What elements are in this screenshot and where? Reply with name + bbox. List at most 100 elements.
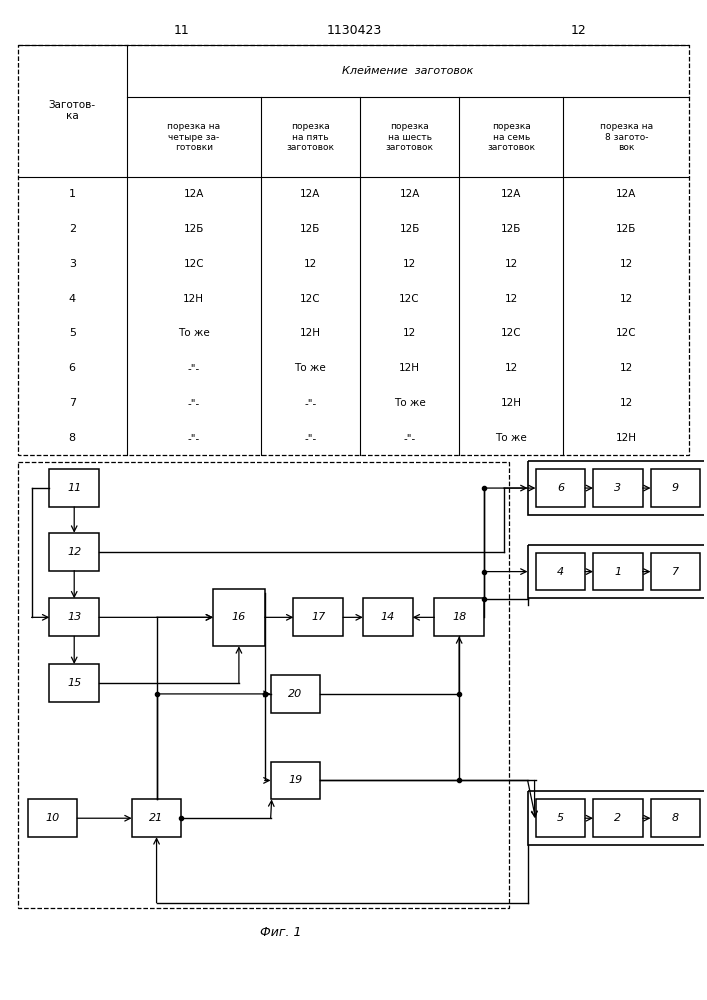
Text: То же: То же	[295, 363, 326, 373]
Text: 4: 4	[557, 567, 564, 577]
Text: 13: 13	[67, 612, 81, 622]
Bar	[650, 799, 700, 837]
Text: 2: 2	[69, 224, 76, 234]
Text: Клеймение  заготовок: Клеймение заготовок	[342, 66, 474, 76]
Text: 1: 1	[69, 189, 76, 199]
Text: -"-: -"-	[304, 433, 317, 443]
Text: Заготов-
ка: Заготов- ка	[49, 100, 95, 121]
Text: 12Н: 12Н	[616, 433, 637, 443]
Text: 5: 5	[69, 328, 76, 338]
Bar	[527, 545, 707, 598]
Text: 12: 12	[505, 363, 518, 373]
Text: -"-: -"-	[404, 433, 416, 443]
Text: 18: 18	[452, 612, 467, 622]
Text: 12Б: 12Б	[617, 224, 636, 234]
Text: 10: 10	[45, 813, 59, 823]
Bar	[18, 45, 689, 455]
Bar	[527, 461, 707, 515]
Bar	[434, 598, 484, 636]
Bar	[49, 664, 99, 702]
Text: 2: 2	[614, 813, 621, 823]
Text: То же: То же	[394, 398, 426, 408]
Text: 12С: 12С	[501, 328, 522, 338]
Text: 12Б: 12Б	[184, 224, 204, 234]
Text: 8: 8	[69, 433, 76, 443]
Bar	[650, 553, 700, 590]
Text: 6: 6	[557, 483, 564, 493]
Text: порезка
на шесть
заготовок: порезка на шесть заготовок	[385, 122, 433, 152]
Text: 16: 16	[232, 612, 246, 622]
Bar	[271, 675, 320, 713]
Text: 4: 4	[69, 294, 76, 304]
Bar	[650, 469, 700, 507]
Text: 3: 3	[69, 259, 76, 269]
Text: -"-: -"-	[304, 398, 317, 408]
Text: 12С: 12С	[616, 328, 636, 338]
Bar	[49, 533, 99, 571]
Text: 12А: 12А	[184, 189, 204, 199]
Bar	[271, 762, 320, 799]
Bar	[293, 598, 343, 636]
Text: 6: 6	[69, 363, 76, 373]
Bar	[18, 462, 509, 908]
Text: порезка
на пять
заготовок: порезка на пять заготовок	[286, 122, 334, 152]
Text: 12С: 12С	[300, 294, 321, 304]
Text: 12: 12	[304, 259, 317, 269]
Text: 12: 12	[620, 294, 633, 304]
Text: 12Б: 12Б	[399, 224, 420, 234]
Text: -"-: -"-	[187, 398, 200, 408]
Text: 12С: 12С	[399, 294, 420, 304]
Bar	[593, 553, 643, 590]
Text: 12: 12	[505, 259, 518, 269]
Text: 12: 12	[67, 547, 81, 557]
Text: 15: 15	[67, 678, 81, 688]
Text: То же: То же	[496, 433, 527, 443]
Text: 1130423: 1130423	[327, 24, 382, 37]
Text: 12: 12	[403, 259, 416, 269]
Text: 12: 12	[620, 363, 633, 373]
Text: 12Н: 12Н	[399, 363, 420, 373]
Text: 1: 1	[614, 567, 621, 577]
Bar	[49, 598, 99, 636]
Text: То же: То же	[178, 328, 210, 338]
Text: 12А: 12А	[501, 189, 522, 199]
Bar	[49, 469, 99, 507]
Text: 7: 7	[672, 567, 679, 577]
Text: 20: 20	[288, 689, 303, 699]
Text: -"-: -"-	[187, 433, 200, 443]
Text: порезка на
8 загото-
вок: порезка на 8 загото- вок	[600, 122, 653, 152]
Bar	[536, 553, 585, 590]
Text: 12А: 12А	[399, 189, 420, 199]
Text: -"-: -"-	[187, 363, 200, 373]
Text: 3: 3	[614, 483, 621, 493]
Text: 11: 11	[173, 24, 189, 37]
Text: 12А: 12А	[300, 189, 320, 199]
Text: 21: 21	[149, 813, 164, 823]
Text: 11: 11	[67, 483, 81, 493]
Bar	[132, 799, 182, 837]
Text: 12Б: 12Б	[300, 224, 320, 234]
Text: 5: 5	[557, 813, 564, 823]
Text: 12Н: 12Н	[183, 294, 204, 304]
Bar	[593, 469, 643, 507]
Text: 19: 19	[288, 775, 303, 785]
Text: 12: 12	[403, 328, 416, 338]
Bar	[28, 799, 77, 837]
Text: 14: 14	[380, 612, 395, 622]
Text: 12: 12	[620, 259, 633, 269]
Text: 12Н: 12Н	[300, 328, 321, 338]
Text: 8: 8	[672, 813, 679, 823]
Text: Фиг. 1: Фиг. 1	[260, 926, 301, 939]
Bar	[527, 791, 707, 845]
Text: 7: 7	[69, 398, 76, 408]
Text: 12С: 12С	[183, 259, 204, 269]
Text: 9: 9	[672, 483, 679, 493]
Bar	[593, 799, 643, 837]
Bar	[363, 598, 412, 636]
Bar	[213, 589, 264, 646]
Bar	[536, 799, 585, 837]
Text: 17: 17	[311, 612, 325, 622]
Text: 12: 12	[620, 398, 633, 408]
Text: 12А: 12А	[617, 189, 636, 199]
Text: 12: 12	[571, 24, 586, 37]
